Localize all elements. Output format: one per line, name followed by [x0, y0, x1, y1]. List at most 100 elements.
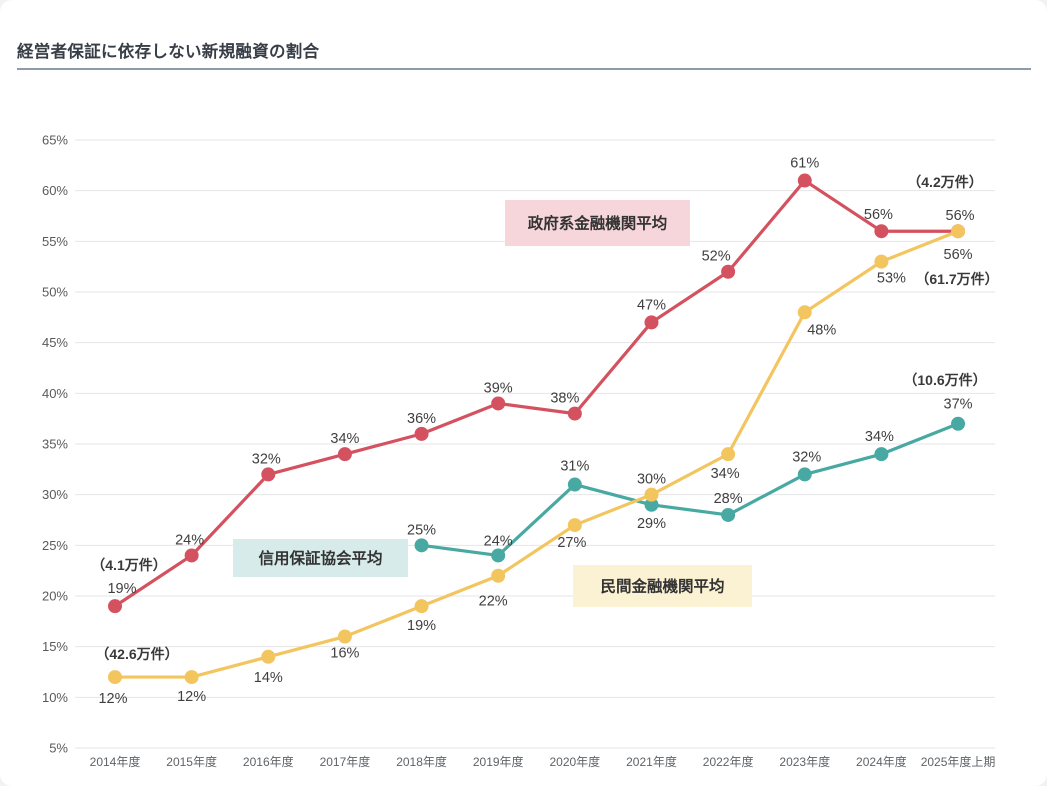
x-tick-label: 2017年度	[320, 754, 371, 769]
data-point-label: 12%	[177, 689, 206, 705]
data-point-label: 53%	[877, 271, 906, 287]
series-label-text: 政府系金融機関平均	[528, 214, 668, 233]
data-point-label: 12%	[98, 691, 127, 707]
data-point-label: 31%	[560, 459, 589, 475]
data-point-label: 34%	[865, 429, 894, 445]
series-line	[113, 178, 960, 608]
x-tick-label: 2015年度	[166, 754, 217, 769]
data-point	[721, 507, 736, 522]
data-point	[261, 467, 276, 482]
data-point-label: 14%	[254, 670, 283, 686]
series-label-bg	[573, 565, 752, 607]
data-point	[797, 467, 812, 482]
y-tick-label: 40%	[42, 386, 68, 401]
y-tick-label: 30%	[42, 487, 68, 502]
series-credit-guarantee: 25% 24% 31% 29% 28% 32% 34% 37%	[407, 397, 973, 563]
annotations: （4.1万件） （42.6万件） （4.2万件） （61.7万件） （10.6万件）	[91, 174, 998, 662]
data-point	[337, 447, 352, 462]
data-point-label: 29%	[637, 516, 666, 532]
data-point	[108, 599, 122, 614]
y-tick-label: 55%	[42, 234, 68, 249]
data-point-label: 32%	[792, 449, 821, 465]
data-point	[797, 305, 812, 320]
data-point	[108, 670, 122, 685]
data-point	[644, 497, 659, 512]
data-point-label: 37%	[944, 397, 973, 413]
x-tick-label: 2025年度上期	[921, 754, 996, 769]
x-tick-label: 2014年度	[90, 754, 141, 769]
annotation: （61.7万件）	[915, 271, 998, 287]
data-point-label: 39%	[484, 380, 513, 396]
data-point	[337, 629, 352, 644]
data-point	[491, 568, 506, 583]
series-line	[113, 229, 960, 679]
data-point-label: 32%	[252, 451, 281, 467]
data-point	[951, 416, 966, 431]
annotation: （4.2万件）	[907, 174, 982, 190]
y-tick-label: 25%	[42, 538, 68, 553]
data-point	[567, 477, 582, 492]
data-point-label: 38%	[550, 391, 579, 407]
x-tick-label: 2019年度	[473, 754, 524, 769]
series-label-box-private: 民間金融機関平均	[573, 565, 752, 607]
data-point-label: 24%	[484, 533, 513, 549]
data-point-label: 30%	[637, 472, 666, 488]
page-title: 経営者保証に依存しない新規融資の割合	[17, 43, 320, 61]
data-point-label: 34%	[330, 431, 359, 447]
x-tick-label: 2020年度	[549, 754, 600, 769]
series-private: 12% 12% 14% 16% 19% 22% 27% 30% 34% 48% 53% 56%	[98, 224, 973, 707]
y-tick-label: 10%	[42, 690, 68, 705]
data-point	[261, 649, 276, 664]
x-tick-label: 2024年度	[856, 754, 907, 769]
y-tick-label: 20%	[42, 589, 68, 604]
data-point-label: 25%	[407, 522, 436, 538]
data-point-label: 34%	[711, 466, 740, 482]
y-tick-label: 45%	[42, 335, 68, 350]
y-tick-label: 50%	[42, 285, 68, 300]
data-point	[184, 670, 199, 685]
grid-and-axes: 5% 10% 15% 20% 25% 30% 35% 40% 45% 50% 55% 60% 65%	[42, 133, 995, 756]
data-point-label: 36%	[407, 411, 436, 427]
data-point-label: 61%	[790, 156, 819, 172]
y-tick-label: 60%	[42, 183, 68, 198]
y-tick-label: 5%	[49, 741, 68, 756]
x-tick-label: 2023年度	[779, 754, 830, 769]
x-tick-label: 2021年度	[626, 754, 677, 769]
data-point-label: 56%	[864, 207, 893, 223]
data-point-label: 56%	[944, 247, 973, 263]
y-tick-label: 35%	[42, 437, 68, 452]
data-point	[721, 264, 736, 279]
data-point-label: 28%	[714, 491, 743, 507]
series-label-bg	[233, 539, 408, 577]
data-point-label: 48%	[807, 322, 836, 338]
data-point	[414, 538, 429, 553]
data-point-label: 52%	[702, 249, 731, 265]
data-point	[491, 548, 506, 563]
data-point-label: 22%	[479, 594, 508, 610]
y-tick-label: 65%	[42, 133, 68, 148]
data-point	[644, 487, 659, 502]
series-label-box-government: 政府系金融機関平均	[505, 200, 690, 246]
x-tick-label: 2018年度	[396, 754, 447, 769]
data-point	[874, 224, 889, 239]
series-label-text: 信用保証協会平均	[258, 549, 382, 568]
x-tick-label: 2016年度	[243, 754, 294, 769]
data-point-label: 16%	[330, 646, 359, 662]
data-point-label: 24%	[175, 532, 204, 548]
data-point	[721, 447, 736, 462]
data-point-label: 27%	[557, 535, 586, 551]
data-point	[644, 315, 659, 330]
data-point	[797, 173, 812, 188]
series-label-bg	[505, 200, 690, 246]
title-divider	[17, 68, 1031, 70]
x-axis: 2014年度 2015年度 2016年度 2017年度 2018年度 2019年度 2020…	[90, 754, 996, 769]
series-label-box-credit-guarantee: 信用保証協会平均	[233, 539, 408, 577]
annotation: （42.6万件）	[95, 646, 178, 662]
data-point-label: 19%	[407, 618, 436, 634]
x-tick-label: 2022年度	[703, 754, 754, 769]
data-point	[951, 224, 966, 239]
data-point	[184, 548, 199, 563]
data-point-label: 56%	[946, 208, 975, 224]
